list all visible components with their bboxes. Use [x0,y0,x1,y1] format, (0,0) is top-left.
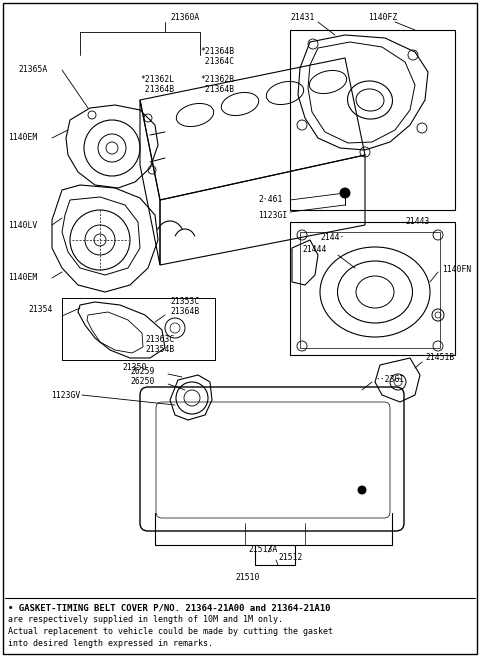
Text: 1123GI: 1123GI [258,210,287,219]
Text: 1140LV: 1140LV [8,221,37,229]
Text: 21364B: 21364B [200,85,234,95]
Text: into desired length expressed in remarks.: into desired length expressed in remarks… [8,639,213,648]
Text: 1140EM: 1140EM [8,273,37,283]
Text: 21444: 21444 [302,246,326,254]
Text: 26259: 26259 [130,367,155,376]
Text: 21510: 21510 [236,574,260,583]
Text: 21512: 21512 [278,553,302,562]
Text: 21354B: 21354B [145,346,174,355]
Text: 21443: 21443 [405,217,430,227]
Text: 21364B: 21364B [140,85,174,95]
Circle shape [358,486,366,494]
Circle shape [340,188,350,198]
Text: 21431: 21431 [290,14,314,22]
Text: *21364B: *21364B [200,47,234,57]
Text: 21354: 21354 [28,306,52,315]
Text: 1140FN: 1140FN [442,265,471,275]
Text: 21350: 21350 [123,363,147,373]
Text: ··23GI: ··23GI [375,376,404,384]
Text: 1140EM: 1140EM [8,133,37,143]
Text: 21353C: 21353C [170,298,199,307]
Text: 2144·: 2144· [320,233,344,242]
Text: are respectively supplied in length of 10M and 1M only.: are respectively supplied in length of 1… [8,616,283,625]
Text: 21364C: 21364C [200,58,234,66]
Text: 1140FZ: 1140FZ [368,14,397,22]
Text: 21363C: 21363C [145,336,174,344]
Text: *21362L: *21362L [140,76,174,85]
Text: 26250: 26250 [130,378,155,386]
Text: 21513A: 21513A [248,545,277,555]
Text: 21364B: 21364B [170,307,199,317]
Text: 21365A: 21365A [18,66,47,74]
Text: 1123GV: 1123GV [51,390,80,399]
Text: Actual replacement to vehicle could be made by cutting the gasket: Actual replacement to vehicle could be m… [8,627,333,637]
Text: 2·461: 2·461 [258,196,282,204]
Text: 21451B: 21451B [425,353,454,363]
Text: 21360A: 21360A [170,14,199,22]
Text: • GASKET-TIMING BELT COVER P/NO. 21364-21A00 and 21364-21A10: • GASKET-TIMING BELT COVER P/NO. 21364-2… [8,604,331,612]
Text: *21362B: *21362B [200,76,234,85]
